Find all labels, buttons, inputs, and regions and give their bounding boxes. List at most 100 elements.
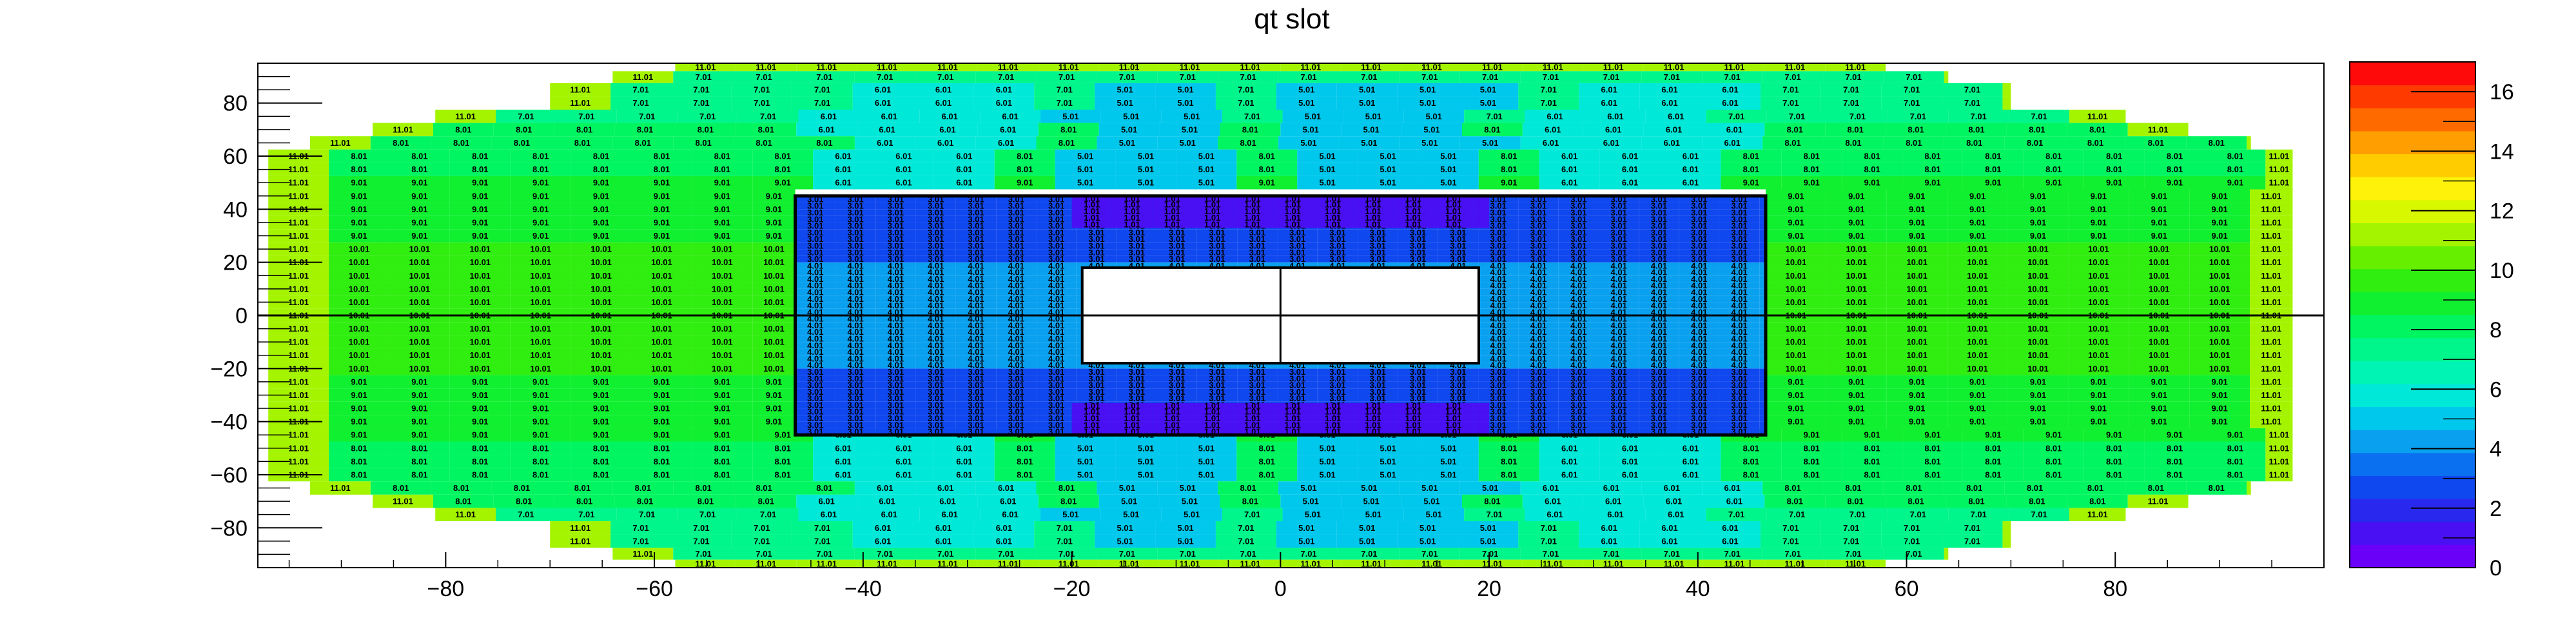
cell-label: 11.01	[2261, 417, 2281, 426]
cell-label: 11.01	[2087, 510, 2108, 519]
heatmap-cell	[2067, 494, 2128, 508]
heatmap-cell	[631, 348, 692, 363]
cell-label: 6.01	[1664, 483, 1680, 493]
heatmap-cell	[1097, 71, 1158, 83]
heatmap-cell	[692, 375, 753, 389]
cell-label: 5.01	[1426, 112, 1442, 121]
heatmap-cell	[1539, 441, 1600, 455]
cell-label: 10.01	[2209, 284, 2230, 294]
heatmap-cell	[1399, 481, 1460, 495]
cell-label: 10.01	[2027, 244, 2049, 254]
heatmap-cell	[1881, 534, 1942, 548]
cell-label: 5.01	[1421, 483, 1438, 493]
cell-label: 10.01	[409, 271, 431, 281]
cell-label: 9.01	[2211, 191, 2227, 201]
heatmap-cell	[915, 548, 976, 560]
heatmap-cell	[1403, 110, 1465, 123]
cell-label: 9.01	[2167, 430, 2183, 440]
cell-label: 8.01	[1864, 152, 1880, 161]
heatmap-cell	[1297, 163, 1358, 176]
cell-label: 11.01	[1240, 559, 1260, 568]
cell-label: 6.01	[821, 112, 837, 121]
cell-label: 8.01	[2209, 483, 2225, 493]
cell-label: 5.01	[1177, 85, 1193, 95]
cell-label: 5.01	[1303, 497, 1319, 506]
cell-label: 11.01	[1845, 63, 1866, 72]
heatmap-cell	[1826, 282, 1887, 296]
heatmap-cell	[1055, 175, 1116, 190]
cell-label: 6.01	[1661, 85, 1677, 95]
heatmap-cell	[692, 163, 753, 176]
cell-label: 5.01	[1138, 470, 1154, 479]
heatmap-cell	[1948, 110, 2009, 123]
heatmap-cell	[1660, 455, 1721, 468]
cell-label: 8.01	[1017, 152, 1033, 161]
heatmap-cell	[1766, 268, 1826, 283]
heatmap-cell	[980, 110, 1041, 123]
cell-label: 9.01	[532, 204, 549, 214]
cell-label: 5.01	[1482, 138, 1498, 148]
cell-label: 5.01	[1121, 124, 1137, 134]
x-tick-label: −20	[1053, 577, 1091, 601]
cell-label: 8.01	[637, 124, 653, 134]
heatmap-cell	[677, 110, 738, 123]
cell-label: 10.01	[349, 337, 370, 347]
heatmap-cell	[1459, 481, 1521, 495]
heatmap-cell	[1886, 362, 1947, 375]
heatmap-cell	[616, 110, 678, 123]
cell-label: 9.01	[2030, 390, 2046, 400]
cell-label: 6.01	[1561, 152, 1577, 161]
heatmap-cell	[571, 242, 632, 256]
cell-label: 6.01	[996, 85, 1012, 95]
heatmap-cell	[2250, 401, 2293, 415]
heatmap-cell	[1660, 441, 1721, 455]
heatmap-cell	[796, 559, 857, 568]
heatmap-cell	[2129, 242, 2190, 256]
cell-label: 5.01	[1119, 138, 1135, 148]
cell-label: 11.01	[756, 559, 776, 568]
cell-label: 9.01	[766, 191, 782, 201]
cell-label: 9.01	[532, 217, 549, 227]
heatmap-cell	[752, 362, 795, 375]
cell-label: 9.01	[1909, 204, 1925, 214]
heatmap-cell	[2007, 375, 2069, 389]
heatmap-cell	[913, 83, 974, 97]
cell-label: 7.01	[1843, 536, 1859, 546]
cell-label: 11.01	[2261, 377, 2281, 386]
cell-label: 8.01	[775, 457, 791, 466]
heatmap-cell	[612, 136, 674, 150]
heatmap-cell	[1962, 468, 2024, 482]
cell-label: 6.01	[821, 510, 837, 519]
cell-label: 7.01	[1361, 549, 1377, 559]
cell-label: 10.01	[763, 337, 785, 347]
cell-label: 5.01	[1117, 536, 1133, 546]
heatmap-cell	[857, 63, 918, 72]
heatmap-cell	[1721, 163, 1782, 176]
cell-label: 10.01	[470, 271, 491, 281]
heatmap-cell	[510, 215, 571, 230]
heatmap-cell	[2068, 335, 2129, 349]
heatmap-cell	[510, 455, 571, 468]
heatmap-cell	[1176, 175, 1237, 190]
heatmap-cell	[1338, 548, 1400, 560]
cell-label: 7.01	[1849, 112, 1866, 121]
heatmap-cell	[792, 534, 853, 548]
cell-label: 9.01	[532, 404, 549, 413]
cell-label: 11.01	[288, 337, 309, 347]
heatmap-cell	[1215, 96, 1276, 110]
heatmap-cell	[1948, 508, 2009, 521]
heatmap-cell	[734, 71, 795, 83]
heatmap-cell	[1478, 441, 1539, 455]
cell-label: 8.01	[1784, 138, 1800, 148]
heatmap-cell	[1282, 508, 1343, 521]
cell-label: 7.01	[639, 112, 655, 121]
cell-label: 11.01	[288, 178, 309, 188]
cell-label: 5.01	[1184, 510, 1200, 519]
cell-label: 9.01	[1743, 178, 1759, 188]
cell-label: 7.01	[1843, 523, 1859, 533]
heatmap-cell	[2129, 322, 2190, 335]
cell-label: 11.01	[1664, 63, 1684, 72]
heatmap-cell	[1276, 83, 1337, 97]
cell-label: 10.01	[1846, 364, 1868, 373]
heatmap-cell	[692, 255, 753, 269]
